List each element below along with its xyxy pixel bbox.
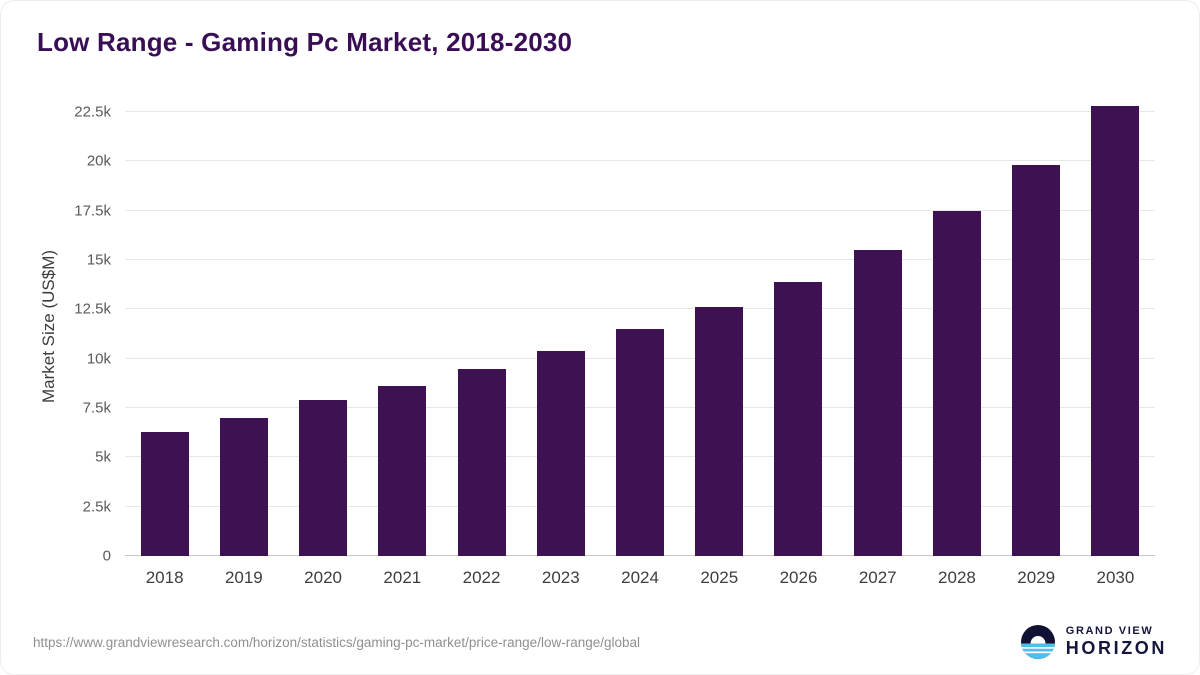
plot-area: 0 2.5k 5k 7.5k 10k 12.5k 15k 17.5k 20k 22.5k	[74, 96, 1155, 565]
x-tick-label: 2026	[779, 568, 818, 587]
gridline	[125, 209, 1155, 211]
bar-2027[interactable]	[853, 250, 902, 556]
bar-2028[interactable]	[932, 210, 981, 556]
bar-cell	[521, 96, 600, 556]
footer: https://www.grandviewresearch.com/horizo…	[33, 624, 1167, 660]
bar-cell	[600, 96, 679, 556]
y-tick-label: 5k	[95, 448, 111, 466]
chart-title: Low Range - Gaming Pc Market, 2018-2030	[37, 27, 573, 57]
bar-2021[interactable]	[378, 386, 427, 556]
source-url: https://www.grandviewresearch.com/horizo…	[33, 634, 641, 650]
x-tick-label: 2024	[621, 568, 659, 587]
bar-2019[interactable]	[219, 417, 268, 556]
brand-line1: GRAND VIEW	[1065, 625, 1154, 638]
x-axis: 2018 2019 2020 2021 2022 2023 2024 2025 2026 2027…	[125, 556, 1155, 588]
bar-cell	[442, 96, 521, 556]
bar-cell	[363, 96, 442, 556]
y-tick-label: 2.5k	[82, 498, 111, 516]
x-tick-label: 2020	[304, 568, 342, 587]
bar-2026[interactable]	[774, 281, 823, 556]
x-tick-label: 2018	[145, 568, 184, 587]
x-tick-label: 2030	[1096, 568, 1135, 587]
y-axis-title: Market Size (US$M)	[39, 249, 58, 403]
bar-2024[interactable]	[616, 328, 665, 556]
bar-cell	[204, 96, 283, 556]
x-tick-label: 2025	[700, 568, 739, 587]
brand-line2: HORIZON	[1065, 637, 1167, 658]
bar-2029[interactable]	[1012, 165, 1061, 556]
bar-2020[interactable]	[299, 400, 348, 556]
bar-cell	[997, 96, 1076, 556]
horizon-icon	[1020, 625, 1055, 659]
brand-text: GRAND VIEW HORIZON	[1066, 625, 1167, 658]
bar-2018[interactable]	[140, 431, 189, 556]
bar-cell	[283, 96, 362, 556]
y-tick-label: 20k	[86, 152, 111, 170]
gridline	[125, 258, 1155, 260]
x-tick-label: 2028	[938, 568, 976, 587]
y-tick-label: 15k	[86, 251, 111, 269]
bar-cell	[838, 96, 917, 556]
bar-cell	[125, 96, 204, 556]
x-tick-label: 2021	[383, 568, 422, 587]
brand-logo: GRAND VIEW HORIZON	[1020, 624, 1167, 660]
x-tick-label: 2019	[224, 568, 263, 587]
x-tick-label: 2027	[858, 568, 897, 587]
bar-cell	[680, 96, 759, 556]
y-tick-label: 0	[102, 547, 111, 565]
y-tick-label: 22.5k	[74, 103, 111, 121]
bar-2025[interactable]	[695, 307, 744, 556]
bar-2022[interactable]	[457, 369, 506, 556]
y-tick-label: 7.5k	[82, 399, 111, 417]
gridline	[125, 308, 1155, 310]
bar-chart: Market Size (US$M) 0 2.5k 5k 7.5k 10k 12.5k 15…	[37, 96, 1163, 588]
bars-container	[125, 96, 1155, 556]
bar-cell	[1076, 96, 1155, 556]
x-tick-label: 2023	[541, 568, 580, 587]
y-tick-label: 10k	[86, 350, 111, 368]
x-tick-label: 2022	[462, 568, 501, 587]
bar-2030[interactable]	[1091, 105, 1140, 556]
x-tick-label: 2029	[1017, 568, 1056, 587]
y-tick-label: 17.5k	[74, 202, 111, 220]
gridline	[125, 110, 1155, 112]
gridline	[125, 160, 1155, 162]
bar-cell	[759, 96, 838, 556]
bar-cell	[917, 96, 996, 556]
bar-2023[interactable]	[536, 350, 585, 556]
y-tick-label: 12.5k	[74, 300, 111, 318]
